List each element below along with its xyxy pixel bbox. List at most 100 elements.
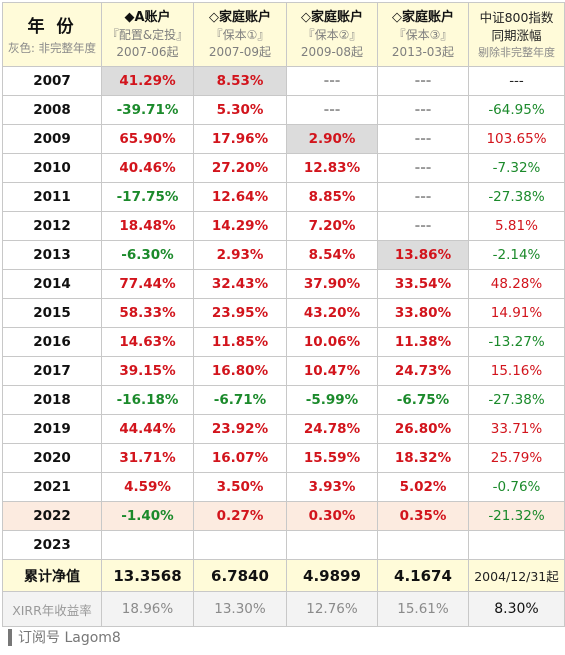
- index-return-cell: 33.71%: [468, 414, 565, 444]
- account-return-cell: 65.90%: [101, 124, 194, 154]
- nav-value: 13.3568: [101, 559, 194, 592]
- index-note: 剔除非完整年度: [478, 45, 555, 59]
- year-cell: 2014: [2, 269, 102, 299]
- account-return-cell: [193, 530, 287, 560]
- account-return-cell: -17.75%: [101, 182, 194, 212]
- index-return-cell: -0.76%: [468, 472, 565, 502]
- account-return-cell: -39.71%: [101, 95, 194, 125]
- header-row: 年 份 灰色: 非完整年度 ◆A账户 『配置&定投』 2007-06起 ◇家庭账…: [2, 2, 565, 67]
- account-return-cell: -6.71%: [193, 385, 287, 415]
- account-return-cell: ---: [377, 211, 469, 241]
- account-return-cell: ---: [377, 124, 469, 154]
- account-return-cell: 17.96%: [193, 124, 287, 154]
- account-return-cell: 23.92%: [193, 414, 287, 444]
- year-cell: 2022: [2, 501, 102, 531]
- year-header-title: 年 份: [27, 16, 77, 37]
- index-return-cell: 15.16%: [468, 356, 565, 386]
- nav-row: 累计净值 13.3568 6.7840 4.9899 4.1674 2004/1…: [2, 559, 565, 592]
- account-return-cell: 16.07%: [193, 443, 287, 473]
- year-row: 2019 44.44% 23.92% 24.78% 26.80% 33.71%: [2, 414, 565, 444]
- account-return-cell: 27.20%: [193, 153, 287, 183]
- year-cell: 2009: [2, 124, 102, 154]
- account-return-cell: 33.54%: [377, 269, 469, 299]
- account-return-cell: 11.85%: [193, 327, 287, 357]
- account-return-cell: 5.30%: [193, 95, 287, 125]
- account-return-cell: 31.71%: [101, 443, 194, 473]
- account-return-cell: 40.46%: [101, 153, 194, 183]
- account-return-cell: 12.83%: [286, 153, 378, 183]
- account-return-cell: 18.32%: [377, 443, 469, 473]
- account-return-cell: 14.29%: [193, 211, 287, 241]
- year-cell: 2015: [2, 298, 102, 328]
- account-return-cell: 4.59%: [101, 472, 194, 502]
- account-return-cell: 0.30%: [286, 501, 378, 531]
- year-row: 2014 77.44% 32.43% 37.90% 33.54% 48.28%: [2, 269, 565, 299]
- xirr-row: XIRR年收益率 18.96% 13.30% 12.76% 15.61% 8.3…: [2, 591, 565, 627]
- account-return-cell: 24.78%: [286, 414, 378, 444]
- index-return-cell: 103.65%: [468, 124, 565, 154]
- account-return-cell: 10.06%: [286, 327, 378, 357]
- account-return-cell: [101, 530, 194, 560]
- account-return-cell: -5.99%: [286, 385, 378, 415]
- account-return-cell: 37.90%: [286, 269, 378, 299]
- year-cell: 2008: [2, 95, 102, 125]
- account-header: ◇家庭账户 『保本③』 2013-03起: [377, 2, 469, 67]
- year-cell: 2013: [2, 240, 102, 270]
- index-return-cell: 5.81%: [468, 211, 565, 241]
- year-row: 2015 58.33% 23.95% 43.20% 33.80% 14.91%: [2, 298, 565, 328]
- account-return-cell: 3.93%: [286, 472, 378, 502]
- index-return-cell: 25.79%: [468, 443, 565, 473]
- account-start-date: 2013-03起: [391, 44, 455, 59]
- xirr-value: 12.76%: [286, 591, 378, 627]
- year-cell: 2021: [2, 472, 102, 502]
- year-cell: 2019: [2, 414, 102, 444]
- account-return-cell: 8.54%: [286, 240, 378, 270]
- year-cell: 2012: [2, 211, 102, 241]
- account-return-cell: 15.59%: [286, 443, 378, 473]
- xirr-value: 15.61%: [377, 591, 469, 627]
- account-return-cell: 44.44%: [101, 414, 194, 444]
- account-return-cell: 7.20%: [286, 211, 378, 241]
- index-return-cell: -21.32%: [468, 501, 565, 531]
- index-header: 中证800指数 同期涨幅 剔除非完整年度: [468, 2, 565, 67]
- account-return-cell: -16.18%: [101, 385, 194, 415]
- account-return-cell: 2.93%: [193, 240, 287, 270]
- nav-label: 累计净值: [2, 559, 102, 592]
- index-return-cell: 14.91%: [468, 298, 565, 328]
- xirr-value: 13.30%: [193, 591, 287, 627]
- index-return-cell: [468, 530, 565, 560]
- year-row: 2012 18.48% 14.29% 7.20% --- 5.81%: [2, 211, 565, 241]
- footer: 订阅号 Lagom8: [8, 627, 121, 647]
- returns-table: 年 份 灰色: 非完整年度 ◆A账户 『配置&定投』 2007-06起 ◇家庭账…: [2, 2, 565, 627]
- footer-bar-icon: [8, 628, 12, 646]
- index-return-cell: -13.27%: [468, 327, 565, 357]
- index-start-date: 2004/12/31起: [468, 559, 565, 592]
- account-return-cell: 39.15%: [101, 356, 194, 386]
- account-return-cell: 5.02%: [377, 472, 469, 502]
- account-return-cell: 43.20%: [286, 298, 378, 328]
- account-return-cell: [377, 530, 469, 560]
- account-return-cell: 11.38%: [377, 327, 469, 357]
- year-row: 2013 -6.30% 2.93% 8.54% 13.86% -2.14%: [2, 240, 565, 270]
- account-name: ◇家庭账户: [392, 9, 454, 25]
- year-cell: 2011: [2, 182, 102, 212]
- year-row: 2016 14.63% 11.85% 10.06% 11.38% -13.27%: [2, 327, 565, 357]
- nav-value: 4.1674: [377, 559, 469, 592]
- account-return-cell: 32.43%: [193, 269, 287, 299]
- year-row: 2020 31.71% 16.07% 15.59% 18.32% 25.79%: [2, 443, 565, 473]
- account-return-cell: ---: [286, 95, 378, 125]
- account-return-cell: 41.29%: [101, 66, 194, 96]
- index-subtitle: 同期涨幅: [491, 27, 542, 43]
- account-return-cell: -6.30%: [101, 240, 194, 270]
- account-start-date: 2007-09起: [208, 44, 272, 59]
- year-cell: 2016: [2, 327, 102, 357]
- account-return-cell: -6.75%: [377, 385, 469, 415]
- year-header-note: 灰色: 非完整年度: [7, 40, 97, 55]
- year-row: 2021 4.59% 3.50% 3.93% 5.02% -0.76%: [2, 472, 565, 502]
- account-name: ◇家庭账户: [301, 9, 363, 25]
- account-subtitle: 『配置&定投』: [106, 27, 189, 42]
- account-header: ◆A账户 『配置&定投』 2007-06起: [101, 2, 194, 67]
- year-header: 年 份 灰色: 非完整年度: [2, 2, 102, 67]
- account-return-cell: 8.85%: [286, 182, 378, 212]
- year-row: 2008 -39.71% 5.30% --- --- -64.95%: [2, 95, 565, 125]
